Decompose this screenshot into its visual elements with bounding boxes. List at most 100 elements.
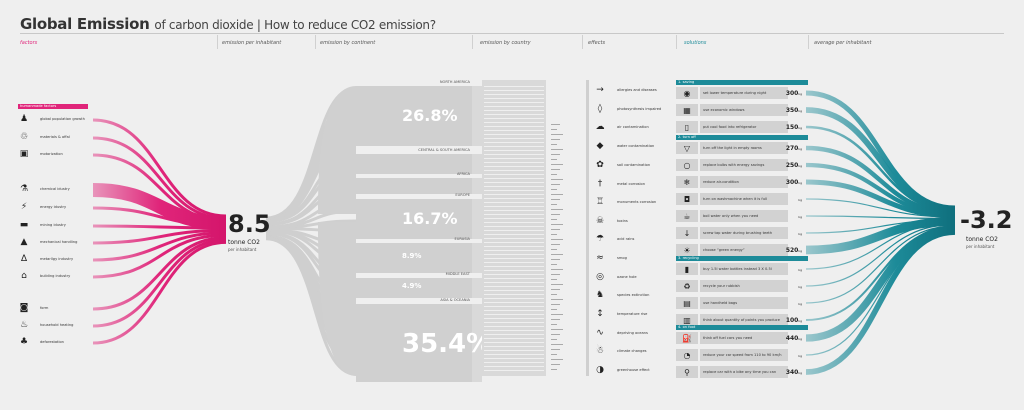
- solution-flow-ribbon: [805, 225, 956, 304]
- country-stripe: [484, 98, 544, 99]
- factor-label: deforestation: [40, 340, 64, 344]
- solution-text: screw tap water during brushing teeth: [703, 231, 773, 235]
- solution-text: reduce air-condition: [703, 180, 739, 184]
- solution-value: 350kg: [772, 107, 802, 114]
- solution-row-box: [676, 244, 698, 256]
- continent-block: [356, 86, 472, 146]
- solution-row-box: [676, 332, 698, 344]
- country-stripe: [484, 174, 544, 175]
- solution-value: kg: [772, 213, 802, 220]
- solution-value-unit: kg: [798, 147, 802, 151]
- country-stripe: [484, 318, 544, 319]
- effect-label: toxins: [617, 219, 628, 223]
- solution-row-box: [676, 104, 698, 116]
- header-effects: effects: [588, 40, 606, 46]
- factor-label: mining idustry: [40, 223, 66, 227]
- solution-text: think off fuel cars you need: [703, 336, 753, 340]
- factor-flows: [92, 118, 227, 345]
- kettle-icon: ☕: [683, 212, 691, 221]
- furnace-icon: ∆: [20, 254, 28, 264]
- country-stripe: [484, 334, 544, 335]
- country-tick: [551, 344, 563, 345]
- solution-category-header: 1. saving: [676, 80, 808, 85]
- solution-value-unit: kg: [798, 126, 802, 130]
- country-stripe: [484, 362, 544, 363]
- country-stripe: [484, 190, 544, 191]
- country-stripe: [484, 278, 544, 279]
- country-tick: [551, 269, 563, 270]
- country-tick: [551, 224, 563, 225]
- country-stripe: [484, 286, 544, 287]
- factory-icon: ▲: [20, 237, 28, 247]
- solution-value: 340kg: [772, 369, 802, 376]
- country-stripe: [484, 294, 544, 295]
- animal-icon: ♞: [595, 290, 605, 300]
- column-divider: [217, 35, 218, 49]
- solution-text: buy 1.5l water bottles instead 3 X 0.5l: [703, 267, 772, 271]
- solution-text: recycle your rubbish: [703, 284, 740, 288]
- solution-value-unit: kg: [798, 371, 802, 375]
- people-icon: ♟: [19, 114, 29, 124]
- country-stripe: [484, 370, 544, 371]
- country-stripe: [484, 234, 544, 235]
- page-title: Global Emission of carbon dioxide | How …: [20, 15, 436, 33]
- factor-label: form: [40, 306, 49, 310]
- smog-icon: ≈: [596, 253, 604, 263]
- solution-text: choose “green energy”: [703, 248, 745, 252]
- solution-value-number: 250: [785, 162, 799, 169]
- country-tick: [551, 319, 560, 320]
- solution-value-number: 270: [785, 145, 799, 152]
- solution-row-box: [700, 349, 788, 361]
- solution-row-box: [676, 314, 698, 326]
- solution-value-number: 520: [785, 247, 799, 254]
- country-tick: [551, 214, 560, 215]
- country-stripe: [484, 206, 544, 207]
- country-stripe: [484, 262, 544, 263]
- factor-flow-ribbon: [92, 238, 227, 328]
- country-stripe: [484, 170, 544, 171]
- header-by-country: emission by country: [480, 40, 531, 46]
- column-divider: [676, 35, 677, 49]
- flower-icon: ✿: [596, 160, 604, 170]
- recycle-icon: ♻: [683, 282, 691, 291]
- monument-icon: ♖: [595, 197, 605, 207]
- country-stripe: [484, 214, 544, 215]
- header-per-inhabitant: emission per inhabitant: [222, 40, 282, 46]
- country-tick: [551, 299, 563, 300]
- solution-flows: [805, 90, 956, 375]
- country-tick: [551, 334, 560, 335]
- solution-value-number: 150: [785, 124, 799, 131]
- solution-value-unit: kg: [798, 249, 802, 253]
- country-stripe: [484, 302, 544, 303]
- solution-flow-ribbon: [805, 223, 956, 287]
- country-tick: [551, 124, 560, 125]
- bin-icon: ▥: [683, 316, 691, 325]
- solution-category-header: 2. turn off: [676, 135, 808, 140]
- factor-flow-ribbon: [92, 224, 227, 230]
- solution-row-box: [700, 193, 788, 205]
- country-stripe: [484, 210, 544, 211]
- continent-connector: [472, 278, 482, 298]
- solution-flow-ribbon: [805, 229, 956, 375]
- country-tick: [551, 324, 557, 325]
- solution-value-unit: kg: [798, 215, 802, 219]
- title-main-text: Global Emission: [20, 15, 150, 33]
- country-stripe: [484, 242, 544, 243]
- solution-value: kg: [772, 230, 802, 237]
- drop-icon: ◆: [596, 141, 604, 151]
- country-stripe: [484, 166, 544, 167]
- country-stripe: [484, 182, 544, 183]
- solution-value: 250kg: [772, 162, 802, 169]
- country-stripe: [484, 290, 544, 291]
- factor-flow-ribbon: [92, 118, 227, 218]
- bike-icon: ⚲: [684, 368, 690, 377]
- solution-flow-ribbon: [805, 198, 956, 218]
- country-tick: [551, 169, 560, 170]
- country-stripe: [484, 354, 544, 355]
- country-tick: [551, 294, 557, 295]
- solution-value-number: 340: [785, 369, 799, 376]
- country-stripe: [484, 146, 544, 147]
- country-stripe: [484, 218, 544, 219]
- country-stripe: [484, 246, 544, 247]
